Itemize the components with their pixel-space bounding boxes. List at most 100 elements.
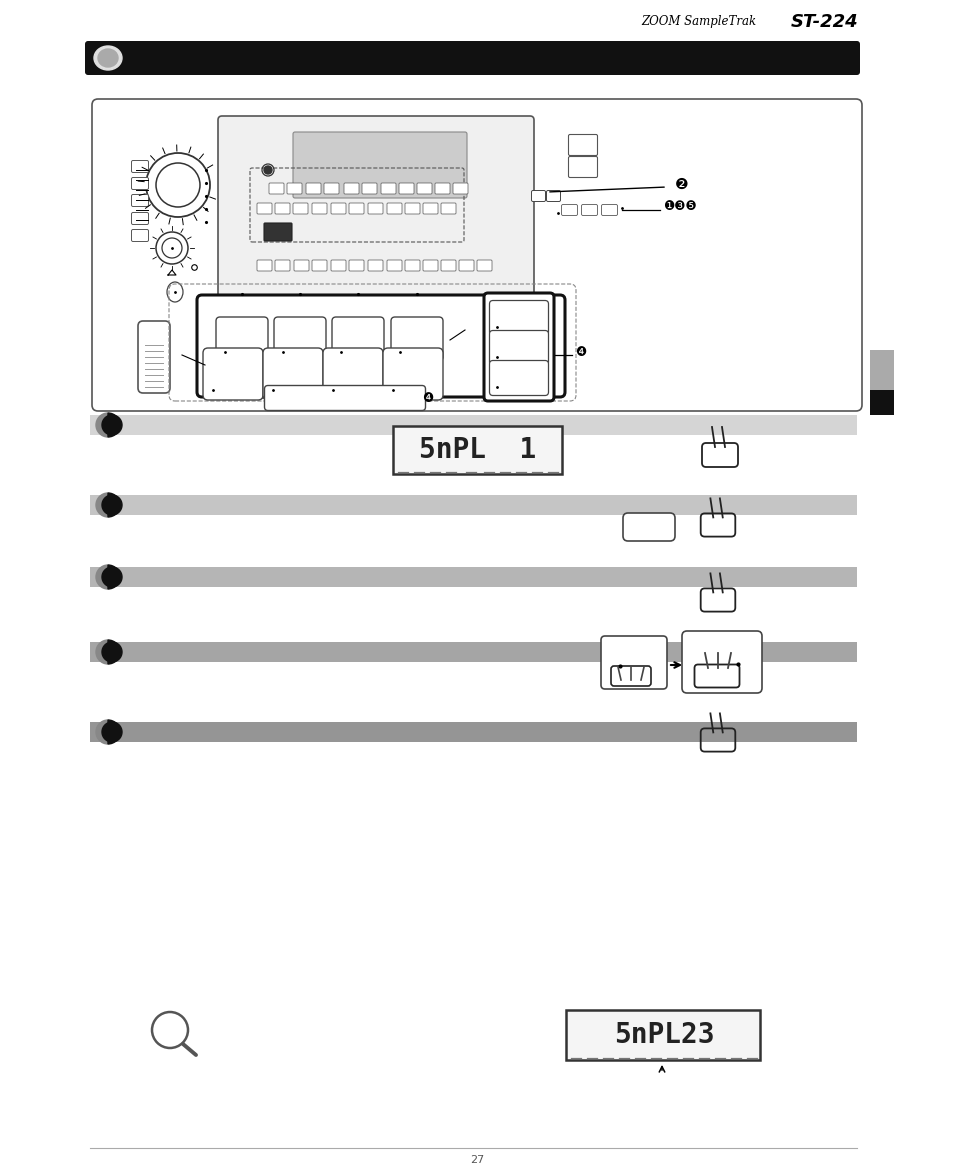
FancyBboxPatch shape [85, 41, 859, 75]
FancyBboxPatch shape [601, 204, 617, 216]
FancyBboxPatch shape [287, 183, 302, 194]
FancyBboxPatch shape [393, 426, 561, 474]
Bar [90, 566, 856, 588]
Wedge shape [108, 413, 120, 437]
FancyBboxPatch shape [312, 260, 327, 271]
Bar [90, 495, 856, 515]
FancyBboxPatch shape [323, 348, 382, 399]
FancyBboxPatch shape [387, 260, 401, 271]
FancyBboxPatch shape [387, 203, 401, 214]
FancyBboxPatch shape [405, 260, 419, 271]
FancyBboxPatch shape [476, 260, 492, 271]
FancyBboxPatch shape [568, 157, 597, 178]
FancyBboxPatch shape [361, 183, 376, 194]
Text: ST-224: ST-224 [789, 13, 857, 32]
Bar [90, 642, 856, 662]
Circle shape [102, 415, 122, 434]
Bar [90, 722, 856, 742]
FancyBboxPatch shape [294, 260, 309, 271]
Bar [869, 390, 893, 415]
Bar [869, 350, 893, 395]
FancyBboxPatch shape [274, 317, 326, 361]
FancyBboxPatch shape [453, 183, 468, 194]
FancyBboxPatch shape [416, 183, 432, 194]
Ellipse shape [98, 49, 118, 67]
FancyBboxPatch shape [546, 190, 560, 202]
FancyBboxPatch shape [132, 229, 149, 242]
FancyBboxPatch shape [274, 203, 290, 214]
FancyBboxPatch shape [215, 317, 268, 361]
Circle shape [102, 722, 122, 742]
FancyBboxPatch shape [203, 348, 263, 399]
Wedge shape [108, 719, 120, 744]
FancyBboxPatch shape [489, 300, 548, 335]
FancyBboxPatch shape [269, 183, 284, 194]
FancyBboxPatch shape [349, 260, 364, 271]
FancyBboxPatch shape [132, 195, 149, 207]
Ellipse shape [94, 46, 122, 70]
Text: ❹: ❹ [421, 392, 433, 405]
FancyBboxPatch shape [293, 203, 308, 214]
Wedge shape [108, 565, 120, 589]
Circle shape [264, 166, 272, 174]
FancyBboxPatch shape [489, 361, 548, 396]
FancyBboxPatch shape [196, 296, 564, 397]
FancyBboxPatch shape [91, 99, 862, 411]
FancyBboxPatch shape [422, 260, 437, 271]
FancyBboxPatch shape [561, 204, 577, 216]
FancyBboxPatch shape [344, 183, 358, 194]
FancyBboxPatch shape [324, 183, 338, 194]
Wedge shape [96, 640, 108, 663]
FancyBboxPatch shape [380, 183, 395, 194]
Wedge shape [96, 493, 108, 517]
FancyBboxPatch shape [405, 203, 419, 214]
FancyBboxPatch shape [132, 160, 149, 173]
FancyBboxPatch shape [398, 183, 414, 194]
Text: ❹: ❹ [575, 346, 586, 359]
FancyBboxPatch shape [581, 204, 597, 216]
FancyBboxPatch shape [264, 385, 425, 410]
FancyBboxPatch shape [264, 223, 292, 241]
Wedge shape [96, 565, 108, 589]
Text: 27: 27 [470, 1155, 483, 1164]
Text: ZOOM SampleTrak: ZOOM SampleTrak [640, 15, 760, 28]
FancyBboxPatch shape [391, 317, 442, 361]
FancyBboxPatch shape [331, 203, 346, 214]
FancyBboxPatch shape [568, 134, 597, 155]
FancyBboxPatch shape [293, 132, 467, 199]
FancyBboxPatch shape [435, 183, 450, 194]
FancyBboxPatch shape [256, 203, 272, 214]
Text: 5nPL23: 5nPL23 [613, 1021, 714, 1049]
FancyBboxPatch shape [274, 260, 290, 271]
FancyBboxPatch shape [489, 331, 548, 366]
Wedge shape [108, 493, 120, 517]
Circle shape [102, 495, 122, 515]
FancyBboxPatch shape [256, 260, 272, 271]
FancyBboxPatch shape [458, 260, 474, 271]
FancyBboxPatch shape [565, 1010, 760, 1061]
FancyBboxPatch shape [531, 190, 545, 202]
FancyBboxPatch shape [382, 348, 442, 399]
FancyBboxPatch shape [312, 203, 327, 214]
FancyBboxPatch shape [218, 116, 534, 303]
FancyBboxPatch shape [138, 321, 170, 392]
Text: ❷: ❷ [675, 176, 688, 192]
FancyBboxPatch shape [483, 293, 554, 401]
FancyBboxPatch shape [600, 637, 666, 689]
Text: ❶❸❺: ❶❸❺ [662, 201, 696, 214]
FancyBboxPatch shape [368, 203, 382, 214]
FancyBboxPatch shape [263, 348, 323, 399]
Circle shape [102, 566, 122, 588]
Wedge shape [108, 640, 120, 663]
FancyBboxPatch shape [132, 178, 149, 189]
FancyBboxPatch shape [331, 260, 346, 271]
FancyBboxPatch shape [440, 203, 456, 214]
FancyBboxPatch shape [622, 513, 675, 541]
FancyBboxPatch shape [681, 631, 761, 693]
FancyBboxPatch shape [440, 260, 456, 271]
Circle shape [102, 642, 122, 662]
Bar [90, 415, 856, 434]
Wedge shape [96, 719, 108, 744]
FancyBboxPatch shape [132, 213, 149, 224]
FancyBboxPatch shape [349, 203, 364, 214]
